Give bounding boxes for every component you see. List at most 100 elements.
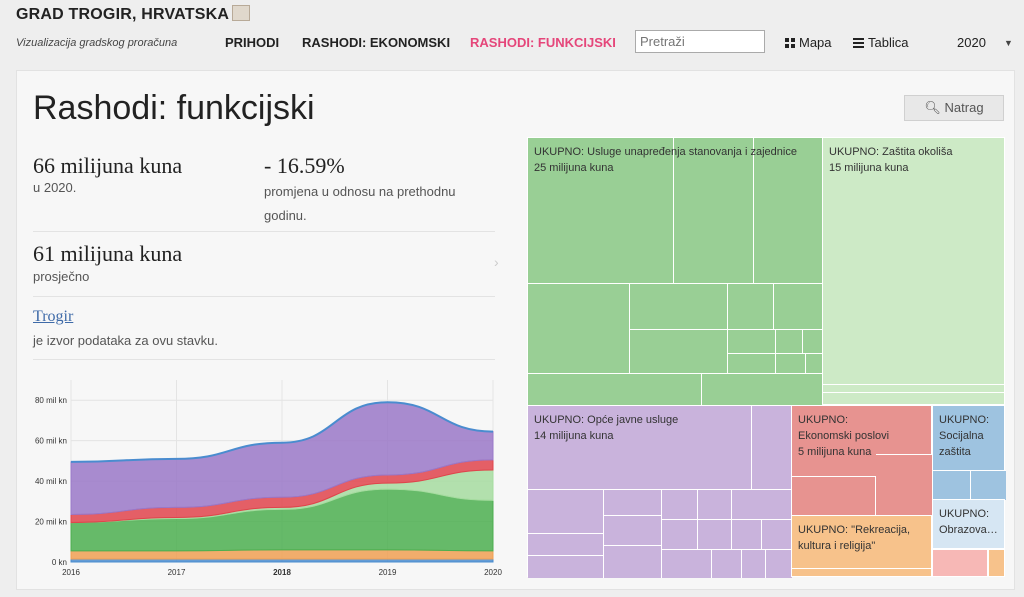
grid-icon [785,38,795,48]
treemap-label: UKUPNO: Socijalna zaštita [939,414,990,458]
treemap-subcell[interactable] [876,454,933,516]
top-navbar: GRAD TROGIR, HRVATSKA Vizualizacija grad… [0,0,1024,62]
treemap-subcell[interactable] [776,330,803,354]
treemap-subcell[interactable] [806,354,822,374]
treemap-subcell[interactable] [712,550,742,578]
x-tick-label: 2020 [484,568,502,577]
y-tick-label: 40 mil kn [35,477,67,486]
back-button[interactable]: 🔍︎ Natrag [904,95,1004,121]
treemap-subcell[interactable] [662,520,698,550]
average-label: prosječno [33,269,90,284]
treemap-subcell[interactable] [728,354,776,374]
treemap-subcell[interactable] [528,406,752,490]
treemap-cell-opce-javne-usluge[interactable]: UKUPNO: Opće javne usluge 14 milijuna kun… [527,405,792,578]
treemap-subcell[interactable] [971,470,1006,500]
treemap-subcell[interactable] [698,520,732,550]
treemap-subcell[interactable] [766,550,792,578]
nav-rashodi-funkcijski[interactable]: RASHODI: FUNKCIJSKI [470,35,616,50]
treemap-subcell[interactable] [732,520,762,550]
treemap-subcell[interactable] [630,284,728,330]
treemap-subcell[interactable] [528,138,674,284]
treemap: UKUPNO: Usluge unapređenja stanovanja i … [527,137,1006,578]
treemap-subcell[interactable] [698,490,732,520]
view-table-button[interactable]: Tablica [853,35,908,50]
treemap-subcell[interactable] [528,534,604,556]
divider [33,296,495,297]
treemap-subcell[interactable] [792,476,876,516]
total-label: u 2020. [33,180,77,195]
treemap-subcell[interactable] [528,374,702,405]
total-line [70,401,494,463]
treemap-subcell[interactable] [803,330,822,354]
treemap-subcell[interactable] [728,330,776,354]
year-select[interactable]: 2020 [957,35,986,50]
caret-down-icon[interactable]: ▼ [1004,38,1013,48]
treemap-subcell[interactable] [774,284,822,330]
treemap-subcell[interactable] [662,550,712,578]
treemap-label: UKUPNO: Zaštita okoliša 15 milijuna kuna [829,146,953,174]
treemap-separator [792,568,931,569]
page-title: Rashodi: funkcijski [33,89,315,127]
treemap-subcell[interactable] [732,490,792,520]
y-tick-label: 20 mil kn [35,518,67,527]
treemap-cell-ekonomski-poslovi[interactable]: UKUPNO: Ekonomski poslovi 5 milijuna kuna [791,405,933,516]
average-value: 61 milijuna kuna [33,241,183,266]
treemap-subcell[interactable] [604,516,662,546]
treemap-cell-stanovanje[interactable]: UKUPNO: Usluge unapređenja stanovanja i … [527,137,822,405]
treemap-subcell[interactable] [728,284,774,330]
treemap-subcell[interactable] [528,490,604,534]
x-tick-label: 2017 [168,568,186,577]
chevron-right-icon[interactable]: › [494,254,499,270]
treemap-cell-obrazovanje[interactable]: UKUPNO: Obrazova… [932,499,1005,549]
treemap-subcell[interactable] [604,490,662,516]
treemap-subcell[interactable] [933,470,971,500]
divider [33,231,495,232]
total-value: 66 milijuna kuna [33,153,183,178]
treemap-cell-other[interactable] [988,549,1005,577]
treemap-subcell[interactable] [754,138,822,284]
brand-title[interactable]: GRAD TROGIR, HRVATSKA [16,5,251,24]
treemap-label: UKUPNO: "Rekreacija, kultura i religija" [798,524,911,552]
search-icon: 🔍︎ [924,100,945,115]
coat-of-arms-icon [232,5,251,21]
treemap-subcell[interactable] [528,556,604,578]
change-value: - 16.59% [264,153,345,178]
treemap-subcell[interactable] [742,550,766,578]
treemap-label: UKUPNO: Obrazova… [939,508,998,536]
y-tick-label: 60 mil kn [35,437,67,446]
treemap-subcell[interactable] [776,354,806,374]
treemap-cell-other[interactable] [932,549,988,577]
treemap-subcell[interactable] [662,490,698,520]
y-tick-label: 0 kn [52,558,67,567]
treemap-subcell[interactable] [674,138,754,284]
treemap-subcell[interactable] [528,284,630,374]
treemap-separator [823,384,1004,385]
treemap-subcell[interactable] [752,406,792,490]
x-tick-label: 2016 [62,568,80,577]
divider [33,359,495,360]
change-label: promjena u odnosu na prethodnu godinu. [264,184,456,223]
treemap-subcell[interactable] [762,520,792,550]
x-tick-label: 2019 [379,568,397,577]
treemap-label: UKUPNO: Ekonomski poslovi 5 milijuna kuna [798,414,890,458]
treemap-cell-rekreacija[interactable]: UKUPNO: "Rekreacija, kultura i religija" [791,515,932,577]
treemap-label: UKUPNO: Opće javne usluge 14 milijuna kun… [534,414,679,442]
view-map-button[interactable]: Mapa [785,35,832,50]
area-chart: 0 kn 20 mil kn 40 mil kn 60 mil kn 80 mil kn… [35,380,502,577]
search-input[interactable] [635,30,765,53]
nav-prihodi[interactable]: PRIHODI [225,35,280,50]
treemap-subcell[interactable] [702,374,822,405]
treemap-subcell[interactable] [630,330,728,374]
treemap-label: UKUPNO: Usluge unapređenja stanovanja i … [534,146,797,174]
main-panel: Rashodi: funkcijski 🔍︎ Natrag 66 milijun… [16,70,1015,590]
treemap-cell-socijalna-zastita[interactable]: UKUPNO: Socijalna zaštita [932,405,1006,500]
source-label: je izvor podataka za ovu stavku. [33,333,218,348]
brand-subtitle: Vizualizacija gradskog proračuna [16,37,178,49]
source-link[interactable]: Trogir [33,308,74,325]
treemap-cell-zastita-okolisa[interactable]: UKUPNO: Zaštita okoliša 15 milijuna kuna [822,137,1005,405]
treemap-subcell[interactable] [604,546,662,578]
list-icon [853,38,864,48]
treemap-separator [823,392,1004,393]
nav-rashodi-ekonomski[interactable]: RASHODI: EKONOMSKI [302,35,451,50]
y-tick-label: 80 mil kn [35,396,67,405]
